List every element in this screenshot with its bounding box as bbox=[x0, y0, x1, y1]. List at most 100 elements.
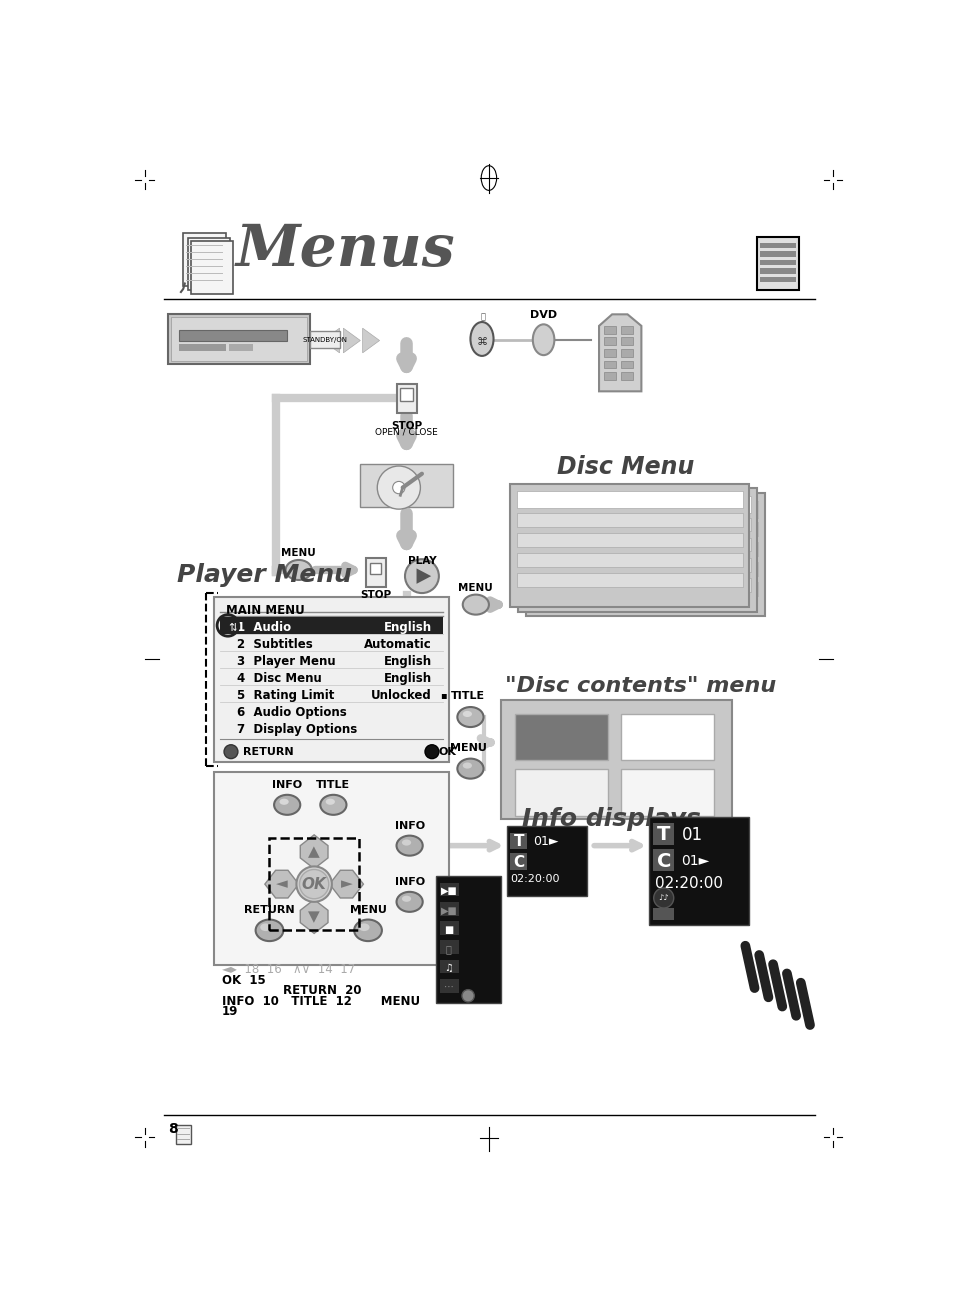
Bar bbox=[603, 349, 616, 357]
Text: "Disc contents" menu: "Disc contents" menu bbox=[504, 675, 776, 695]
Ellipse shape bbox=[462, 763, 472, 768]
Text: English: English bbox=[383, 672, 432, 685]
Text: English: English bbox=[383, 621, 432, 634]
Bar bbox=[524, 518, 750, 532]
Polygon shape bbox=[416, 569, 431, 584]
Bar bbox=[532, 501, 758, 518]
Text: ⏹: ⏹ bbox=[445, 944, 452, 953]
Bar bbox=[515, 715, 607, 760]
Circle shape bbox=[425, 745, 438, 759]
Bar bbox=[603, 338, 616, 346]
Polygon shape bbox=[598, 314, 640, 391]
Text: ♫: ♫ bbox=[444, 964, 453, 973]
Bar bbox=[439, 960, 458, 974]
Ellipse shape bbox=[255, 919, 283, 941]
Bar bbox=[517, 572, 742, 587]
Bar bbox=[310, 331, 339, 348]
Bar bbox=[510, 484, 748, 606]
Text: ■: ■ bbox=[444, 925, 453, 935]
Ellipse shape bbox=[653, 888, 673, 908]
Text: DVD: DVD bbox=[530, 310, 557, 321]
Text: ►: ► bbox=[340, 876, 352, 892]
Bar bbox=[229, 343, 253, 351]
Circle shape bbox=[461, 990, 474, 1001]
Text: 4  Disc Menu: 4 Disc Menu bbox=[237, 672, 321, 685]
Text: 02:20:00: 02:20:00 bbox=[655, 876, 722, 891]
Ellipse shape bbox=[462, 711, 472, 717]
Text: 2  Subtitles: 2 Subtitles bbox=[237, 638, 313, 651]
Bar bbox=[517, 489, 756, 612]
Polygon shape bbox=[300, 835, 328, 868]
Text: ▼: ▼ bbox=[308, 909, 319, 925]
Text: ◄▸  18  16   ∧∨  14  17: ◄▸ 18 16 ∧∨ 14 17 bbox=[221, 962, 355, 975]
Bar bbox=[760, 252, 796, 257]
Bar bbox=[648, 818, 748, 925]
Text: Automatic: Automatic bbox=[364, 638, 432, 651]
Bar bbox=[652, 823, 674, 845]
Text: Menus: Menus bbox=[235, 222, 455, 278]
Text: ♪♪: ♪♪ bbox=[658, 893, 668, 902]
Text: ▪: ▪ bbox=[439, 691, 446, 700]
Bar bbox=[179, 343, 225, 351]
Text: Disc Menu: Disc Menu bbox=[557, 455, 694, 479]
Bar bbox=[760, 269, 796, 274]
Text: RETURN: RETURN bbox=[244, 905, 294, 915]
Ellipse shape bbox=[470, 322, 493, 356]
Text: Info displays: Info displays bbox=[521, 807, 700, 832]
Ellipse shape bbox=[396, 892, 422, 911]
Bar bbox=[168, 314, 310, 364]
Text: Player Menu: Player Menu bbox=[177, 563, 352, 587]
Text: STOP: STOP bbox=[391, 421, 421, 430]
Text: ▶■: ▶■ bbox=[440, 885, 456, 896]
Bar bbox=[525, 493, 763, 617]
Text: STOP: STOP bbox=[360, 589, 391, 600]
Text: 3  Player Menu: 3 Player Menu bbox=[237, 655, 335, 668]
Bar bbox=[620, 372, 632, 379]
Text: OK  15: OK 15 bbox=[221, 974, 265, 987]
Bar bbox=[620, 349, 632, 357]
Bar bbox=[603, 326, 616, 334]
Text: ◄: ◄ bbox=[275, 876, 288, 892]
Bar bbox=[220, 617, 442, 634]
Text: RETURN: RETURN bbox=[243, 747, 294, 756]
Text: ⌘: ⌘ bbox=[476, 336, 487, 347]
Text: 6  Audio Options: 6 Audio Options bbox=[237, 705, 347, 719]
Polygon shape bbox=[343, 329, 360, 353]
Bar bbox=[524, 558, 750, 571]
Bar bbox=[269, 838, 358, 930]
Text: MAIN MENU: MAIN MENU bbox=[225, 604, 304, 617]
Bar bbox=[652, 908, 674, 921]
Ellipse shape bbox=[456, 759, 483, 778]
Polygon shape bbox=[322, 329, 339, 353]
Bar bbox=[515, 769, 607, 815]
Ellipse shape bbox=[320, 795, 346, 815]
Bar bbox=[188, 239, 230, 291]
Text: Unlocked: Unlocked bbox=[371, 689, 432, 702]
Bar bbox=[532, 583, 758, 596]
Text: 1  Audio: 1 Audio bbox=[237, 621, 291, 634]
Bar bbox=[603, 372, 616, 379]
Text: T: T bbox=[513, 835, 523, 849]
Bar bbox=[439, 940, 458, 955]
Bar bbox=[500, 700, 732, 819]
Bar bbox=[756, 237, 799, 289]
Bar bbox=[652, 849, 674, 871]
Bar bbox=[439, 921, 458, 935]
Bar bbox=[524, 578, 750, 592]
Bar bbox=[183, 233, 225, 286]
Text: INFO  10   TITLE  12       MENU: INFO 10 TITLE 12 MENU bbox=[221, 995, 419, 1008]
Text: ▲: ▲ bbox=[308, 844, 319, 859]
Bar bbox=[517, 533, 742, 546]
Text: TITLE: TITLE bbox=[451, 691, 485, 702]
Bar bbox=[171, 317, 307, 361]
Polygon shape bbox=[300, 900, 328, 934]
Text: ⏻: ⏻ bbox=[480, 313, 485, 322]
Bar bbox=[439, 883, 458, 896]
Bar bbox=[396, 383, 416, 413]
Polygon shape bbox=[265, 870, 298, 898]
Ellipse shape bbox=[462, 595, 489, 614]
Text: OK: OK bbox=[301, 876, 326, 892]
Bar bbox=[620, 715, 713, 760]
Bar bbox=[524, 496, 750, 512]
Text: 8: 8 bbox=[168, 1121, 177, 1136]
